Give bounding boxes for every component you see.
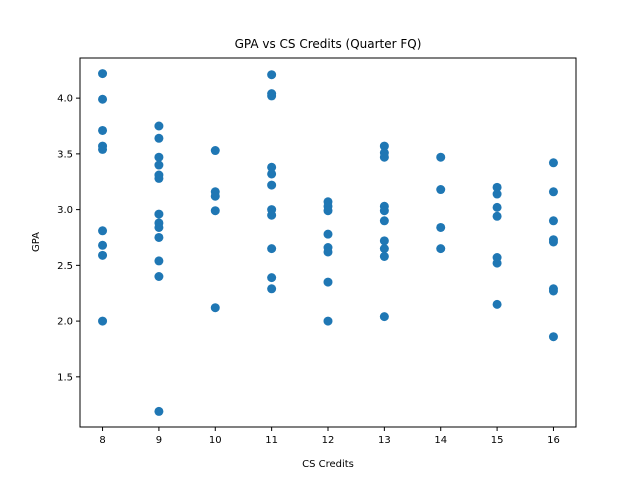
data-point bbox=[436, 185, 446, 195]
data-point bbox=[210, 206, 220, 216]
data-point bbox=[98, 316, 108, 326]
x-tick-label: 10 bbox=[209, 435, 222, 446]
data-points bbox=[98, 69, 558, 416]
data-point bbox=[379, 251, 389, 261]
y-axis: 1.5 2.0 2.5 3.0 3.5 4.0 bbox=[57, 94, 80, 383]
x-tick-label: 8 bbox=[99, 435, 105, 446]
data-point bbox=[323, 247, 333, 257]
x-tick-label: 11 bbox=[265, 435, 278, 446]
x-tick-label: 12 bbox=[322, 435, 335, 446]
x-axis-label: CS Credits bbox=[302, 459, 354, 470]
data-point bbox=[267, 169, 277, 179]
data-point bbox=[267, 70, 277, 80]
x-tick-label: 13 bbox=[378, 435, 391, 446]
x-axis: 8 9 10 11 12 13 14 15 16 bbox=[99, 427, 560, 446]
data-point bbox=[154, 232, 164, 242]
data-point bbox=[548, 187, 558, 197]
x-tick-label: 9 bbox=[156, 435, 162, 446]
data-point bbox=[267, 210, 277, 220]
data-point bbox=[492, 202, 502, 212]
y-tick-label: 4.0 bbox=[57, 94, 73, 105]
data-point bbox=[98, 250, 108, 260]
data-point bbox=[267, 244, 277, 254]
data-point bbox=[267, 284, 277, 294]
data-point bbox=[98, 240, 108, 250]
data-point bbox=[154, 133, 164, 143]
data-point bbox=[379, 312, 389, 322]
data-point bbox=[154, 272, 164, 281]
y-tick-label: 3.5 bbox=[57, 149, 73, 160]
y-tick-label: 1.5 bbox=[57, 372, 73, 383]
y-tick-label: 2.0 bbox=[57, 317, 73, 328]
data-point bbox=[492, 211, 502, 221]
data-point bbox=[98, 69, 108, 79]
chart-title: GPA vs CS Credits (Quarter FQ) bbox=[235, 37, 422, 51]
data-point bbox=[379, 152, 389, 162]
y-tick-label: 3.0 bbox=[57, 205, 73, 216]
data-point bbox=[436, 152, 446, 162]
data-point bbox=[548, 237, 558, 247]
data-point bbox=[379, 141, 389, 151]
x-tick-label: 16 bbox=[547, 435, 560, 446]
data-point bbox=[154, 209, 164, 219]
data-point bbox=[154, 222, 164, 232]
data-point bbox=[154, 256, 164, 266]
data-point bbox=[98, 144, 108, 154]
data-point bbox=[436, 244, 446, 254]
y-axis-label: GPA bbox=[31, 232, 42, 252]
data-point bbox=[436, 222, 446, 232]
data-point bbox=[379, 206, 389, 216]
data-point bbox=[154, 160, 164, 170]
data-point bbox=[492, 299, 502, 309]
data-point bbox=[98, 94, 108, 104]
data-point bbox=[548, 216, 558, 226]
data-point bbox=[548, 158, 558, 168]
data-point bbox=[379, 236, 389, 246]
data-point bbox=[154, 121, 164, 131]
data-point bbox=[267, 91, 277, 101]
data-point bbox=[492, 189, 502, 199]
data-point bbox=[210, 191, 220, 201]
data-point bbox=[379, 244, 389, 254]
data-point bbox=[267, 162, 277, 172]
data-point bbox=[492, 258, 502, 268]
data-point bbox=[98, 125, 108, 135]
x-tick-label: 14 bbox=[434, 435, 447, 446]
data-point bbox=[267, 180, 277, 190]
data-point bbox=[98, 226, 108, 236]
data-point bbox=[154, 173, 164, 183]
data-point bbox=[323, 316, 333, 326]
x-tick-label: 15 bbox=[491, 435, 504, 446]
data-point bbox=[548, 332, 558, 342]
data-point bbox=[323, 206, 333, 216]
data-point bbox=[323, 229, 333, 239]
data-point bbox=[267, 273, 277, 283]
data-point bbox=[323, 277, 333, 287]
data-point bbox=[210, 303, 220, 313]
data-point bbox=[379, 216, 389, 226]
data-point bbox=[154, 406, 164, 416]
data-point bbox=[210, 146, 220, 156]
data-point bbox=[492, 182, 502, 192]
y-tick-label: 2.5 bbox=[57, 261, 73, 272]
data-point bbox=[548, 286, 558, 296]
data-point bbox=[154, 152, 164, 162]
